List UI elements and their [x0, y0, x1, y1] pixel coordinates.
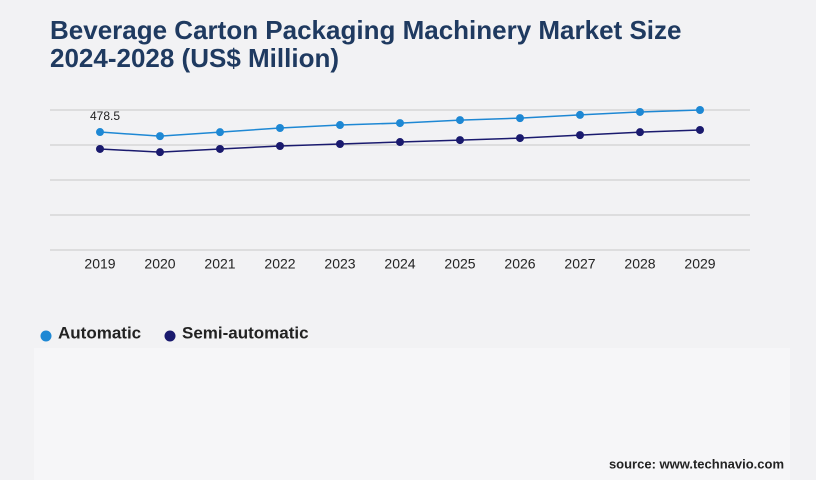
point	[216, 128, 224, 137]
x-tick-label: 2020	[144, 256, 175, 272]
panel	[34, 348, 790, 480]
point	[636, 107, 644, 116]
chart-title: Beverage Carton Packaging Machinery Mark…	[50, 15, 681, 45]
x-tick-label: 2022	[264, 256, 295, 272]
x-tick-label: 2028	[624, 256, 655, 272]
point	[156, 132, 164, 141]
point	[696, 106, 704, 114]
chart-subtitle: 2024-2028 (US$ Million)	[50, 43, 339, 73]
point	[576, 131, 584, 140]
point	[96, 144, 104, 153]
point	[336, 121, 344, 130]
source: source: www.technavio.com	[609, 456, 784, 471]
x-tick-label: 2026	[504, 256, 535, 272]
legend-marker	[40, 330, 52, 342]
legend-label: Semi-automatic	[182, 323, 309, 342]
point	[456, 136, 464, 145]
x-tick-label: 2021	[204, 256, 235, 272]
point	[396, 119, 404, 128]
legend-label: Automatic	[58, 323, 141, 342]
point	[636, 128, 644, 137]
point	[696, 125, 704, 134]
point	[276, 123, 284, 132]
point	[576, 110, 584, 119]
x-tick-label: 2024	[384, 256, 415, 272]
x-tick-label: 2019	[84, 256, 115, 272]
point	[96, 128, 104, 137]
point	[396, 138, 404, 147]
point	[336, 140, 344, 149]
point	[516, 134, 524, 143]
legend-marker	[164, 330, 176, 342]
x-tick-label: 2023	[324, 256, 355, 272]
point	[156, 148, 164, 157]
x-tick-label: 2027	[564, 256, 595, 272]
x-tick-label: 2029	[684, 256, 715, 272]
point	[216, 144, 224, 153]
point	[276, 141, 284, 150]
point	[516, 114, 524, 123]
data-label: 478.5	[90, 109, 120, 123]
point	[456, 116, 464, 125]
x-tick-label: 2025	[444, 256, 475, 272]
